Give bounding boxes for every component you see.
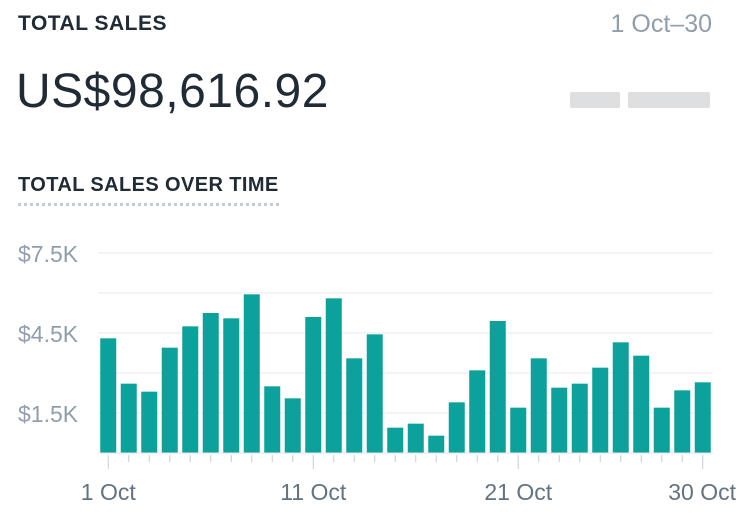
bar (612, 342, 629, 453)
bar (469, 370, 486, 453)
bar (325, 298, 342, 453)
bar (407, 423, 424, 453)
x-tick-label: 11 Oct (280, 479, 347, 505)
bar (694, 382, 711, 453)
total-sales-value: US$98,616.92 (16, 65, 329, 118)
bar (448, 402, 465, 453)
bar (510, 407, 527, 453)
y-tick-label: $4.5K (18, 321, 79, 347)
bar (120, 383, 137, 453)
bar (530, 358, 547, 453)
bar (366, 334, 383, 453)
bar (346, 358, 363, 453)
blurred-block (628, 92, 710, 108)
bar (182, 326, 199, 453)
bar (592, 367, 609, 453)
x-tick-label: 1 Oct (81, 479, 137, 505)
bar (284, 398, 301, 453)
bar (674, 390, 691, 453)
bar (653, 407, 670, 453)
blurred-comparison (570, 92, 710, 108)
y-tick-label: $1.5K (18, 401, 79, 427)
bar (264, 386, 281, 453)
x-tick-label: 30 Oct (668, 479, 736, 505)
bar (161, 347, 178, 453)
bar (633, 355, 650, 453)
bar (489, 321, 506, 453)
bar (387, 427, 404, 453)
bar (100, 338, 117, 453)
bar (202, 313, 219, 453)
bar (223, 318, 240, 453)
bar (305, 317, 322, 453)
date-range: 1 Oct–30 (610, 10, 712, 38)
card-title: TOTAL SALES (18, 12, 168, 35)
y-tick-label: $7.5K (18, 241, 79, 267)
bar (551, 387, 568, 453)
blurred-block (570, 92, 620, 108)
x-tick-label: 21 Oct (484, 479, 552, 505)
bar (243, 294, 260, 453)
bar (428, 435, 445, 453)
bar (571, 383, 588, 453)
bar (141, 391, 158, 453)
chart-title[interactable]: TOTAL SALES OVER TIME (18, 174, 279, 206)
